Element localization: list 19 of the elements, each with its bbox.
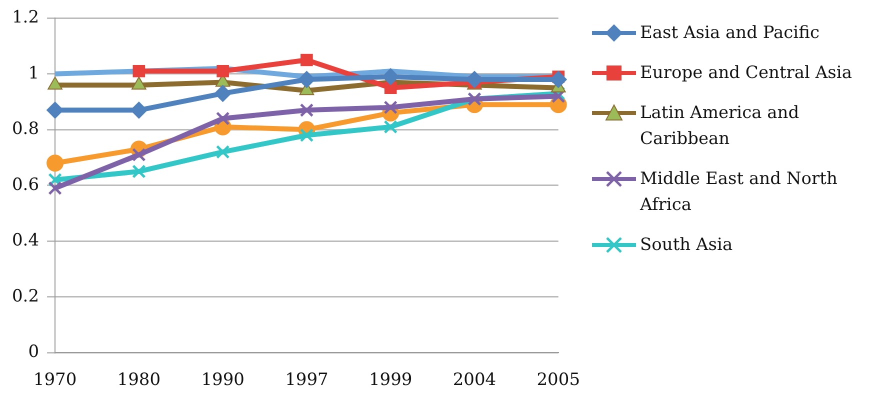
legend-label: South Asia — [640, 234, 733, 257]
x-tick-label: 1980 — [117, 370, 161, 390]
y-tick-label: 1 — [28, 63, 40, 84]
legend-label: Latin America and Caribbean — [640, 102, 800, 151]
x-tick-label: 1997 — [285, 370, 328, 390]
y-tick-label: 0.6 — [12, 174, 40, 195]
x-tick-label: 2004 — [452, 370, 496, 390]
x-tick-label: 2005 — [536, 370, 580, 390]
legend-label: Middle East and North Africa — [640, 168, 838, 217]
y-tick-label: 0.8 — [12, 119, 40, 140]
x-tick-label: 1970 — [33, 370, 77, 390]
x-tick-label: 1999 — [368, 370, 412, 390]
legend-label: Europe and Central Asia — [640, 62, 852, 85]
y-tick-label: 0 — [28, 342, 40, 362]
legend-label: East Asia and Pacific — [640, 22, 820, 45]
y-tick-label: 1.2 — [12, 8, 40, 28]
x-tick-label: 1990 — [201, 370, 244, 390]
y-tick-label: 0.4 — [12, 230, 40, 251]
y-tick-label: 0.2 — [12, 286, 40, 306]
